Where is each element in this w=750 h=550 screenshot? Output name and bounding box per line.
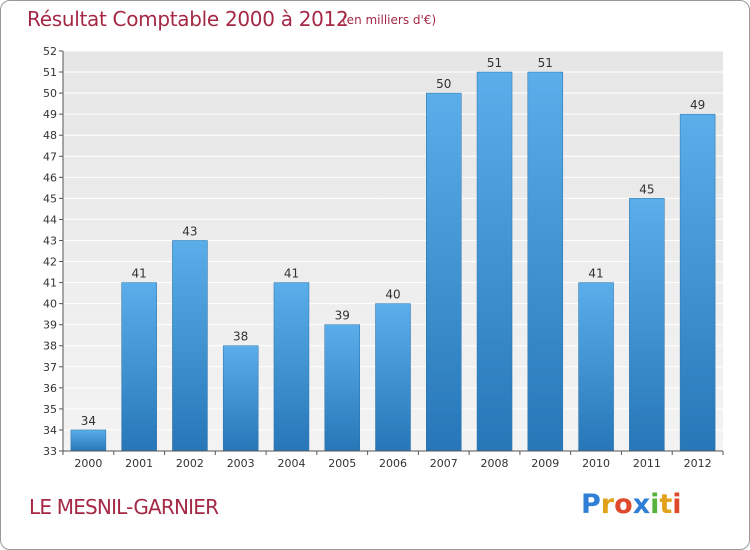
y-tick-label: 38 (43, 340, 57, 353)
bar-2001 (121, 282, 157, 452)
bar-2011 (629, 198, 665, 452)
logo-letter: i (672, 489, 682, 520)
y-tick-label: 45 (43, 192, 57, 205)
bar-2000 (70, 429, 107, 452)
y-axis-ticks: 33 34 35 36 37 38 39 40 41 42 43 44 45 46 47 48 49 50 51 52 (43, 45, 63, 458)
chart-subtitle: (en milliers d'€) (342, 13, 437, 27)
y-tick-label: 46 (43, 171, 57, 184)
y-tick-label: 48 (43, 129, 57, 142)
logo-letter: i (650, 489, 660, 520)
value-label-2002: 43 (182, 224, 197, 238)
y-tick-label: 50 (43, 87, 57, 100)
y-tick-label: 36 (43, 382, 57, 395)
value-label-2011: 45 (639, 182, 654, 196)
y-tick-label: 51 (43, 66, 57, 79)
value-label-2000: 34 (81, 414, 96, 428)
y-tick-label: 41 (43, 277, 57, 290)
bar-2002 (172, 240, 208, 452)
proxiti-logo: Proxiti (581, 489, 682, 520)
value-labels: 34 41 43 38 41 39 40 50 51 51 41 45 49 (81, 56, 706, 428)
logo-letter: o (614, 489, 633, 520)
bars (70, 71, 716, 452)
x-tick-label: 2011 (633, 457, 661, 470)
value-label-2001: 41 (132, 267, 147, 281)
value-label-2009: 51 (538, 56, 553, 70)
x-tick-label: 2009 (531, 457, 559, 470)
x-tick-label: 2012 (684, 457, 712, 470)
value-label-2008: 51 (487, 56, 502, 70)
x-tick-label: 2008 (481, 457, 509, 470)
y-tick-label: 40 (43, 298, 57, 311)
bar-2005 (324, 324, 360, 452)
logo-letter: t (659, 489, 673, 520)
y-tick-label: 39 (43, 319, 57, 332)
x-tick-label: 2001 (125, 457, 153, 470)
y-tick-label: 52 (43, 45, 57, 58)
bar-2007 (426, 92, 462, 452)
value-label-2012: 49 (690, 98, 705, 112)
bar-2003 (222, 345, 259, 452)
axes (62, 51, 723, 452)
x-axis-ticks: 2000 2001 2002 2003 2004 2005 2006 2007 2008 2009… (62, 451, 724, 470)
value-label-2006: 40 (385, 288, 400, 302)
x-tick-label: 2007 (430, 457, 458, 470)
x-tick-label: 2000 (74, 457, 102, 470)
place-name: LE MESNIL-GARNIER (29, 495, 219, 519)
bar-2009 (527, 71, 564, 452)
bar-2006 (375, 303, 411, 452)
y-tick-label: 44 (43, 213, 57, 226)
y-tick-label: 49 (43, 108, 57, 121)
y-tick-label: 37 (43, 361, 57, 374)
x-tick-label: 2010 (582, 457, 610, 470)
y-tick-label: 47 (43, 150, 57, 163)
bar-2010 (578, 282, 614, 452)
y-tick-label: 33 (43, 445, 57, 458)
y-tick-label: 42 (43, 256, 57, 269)
x-tick-label: 2006 (379, 457, 407, 470)
logo-letter: P (581, 489, 601, 520)
value-label-2003: 38 (233, 330, 248, 344)
bar-2004 (273, 282, 310, 452)
logo-letter: r (600, 489, 615, 520)
x-tick-label: 2002 (176, 457, 204, 470)
value-label-2005: 39 (335, 309, 350, 323)
bar-2012 (679, 113, 716, 452)
logo-letter: x (632, 489, 651, 520)
value-label-2004: 41 (284, 267, 299, 281)
y-tick-label: 34 (43, 424, 57, 437)
bar-2008 (476, 71, 513, 452)
chart-title: Résultat Comptable 2000 à 2012 (27, 7, 349, 31)
y-tick-label: 43 (43, 234, 57, 247)
x-tick-label: 2004 (277, 457, 305, 470)
x-tick-label: 2005 (328, 457, 356, 470)
value-label-2007: 50 (436, 77, 451, 91)
value-label-2010: 41 (588, 267, 603, 281)
y-tick-label: 35 (43, 403, 57, 416)
x-tick-label: 2003 (227, 457, 255, 470)
